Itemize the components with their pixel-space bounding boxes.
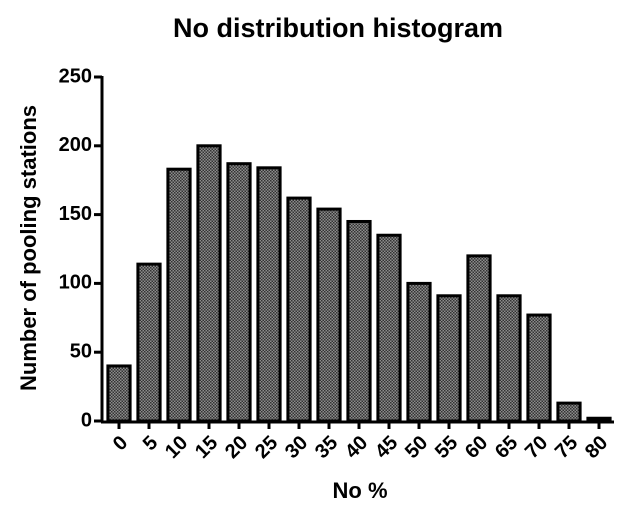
bar [526, 313, 552, 423]
bar [376, 233, 402, 423]
bar [256, 166, 282, 423]
x-tick-label: 5 [139, 432, 162, 455]
x-tick-label: 35 [311, 432, 342, 463]
bar [586, 416, 612, 423]
bar [196, 144, 222, 423]
bar [316, 207, 342, 423]
chart-title: No distribution histogram [173, 13, 503, 43]
bar [166, 167, 192, 423]
bar [496, 294, 522, 423]
y-tick-label: 50 [70, 340, 92, 362]
y-tick-label: 150 [59, 203, 92, 225]
bar [466, 254, 492, 423]
x-tick-label: 70 [521, 432, 552, 463]
x-tick-label: 80 [581, 432, 612, 463]
x-tick-label: 0 [109, 432, 132, 455]
x-tick-label: 45 [371, 432, 402, 463]
bar [436, 294, 462, 423]
bar [346, 219, 372, 423]
x-tick-label: 55 [431, 432, 462, 463]
bar [226, 162, 252, 423]
bar [106, 364, 132, 423]
x-tick-label: 65 [491, 432, 522, 463]
bar [286, 196, 312, 423]
x-tick-label: 60 [461, 432, 492, 463]
x-tick-label: 50 [401, 432, 432, 463]
x-tick-label: 25 [251, 432, 282, 463]
y-axis-label: Number of pooling stations [16, 105, 41, 391]
x-tick-label: 75 [551, 432, 582, 463]
x-tick-label: 15 [191, 432, 222, 463]
bar [406, 281, 432, 423]
y-tick-label: 200 [59, 134, 92, 156]
bar [556, 401, 582, 423]
x-axis-label: No % [333, 478, 388, 503]
x-tick-label: 40 [341, 432, 372, 463]
y-tick-label: 250 [59, 65, 92, 87]
y-tick-label: 0 [81, 409, 92, 431]
x-tick-label: 30 [281, 432, 312, 463]
x-tick-label: 10 [161, 432, 192, 463]
x-tick-label: 20 [221, 432, 252, 463]
bar [136, 262, 162, 423]
y-tick-label: 100 [59, 272, 92, 294]
